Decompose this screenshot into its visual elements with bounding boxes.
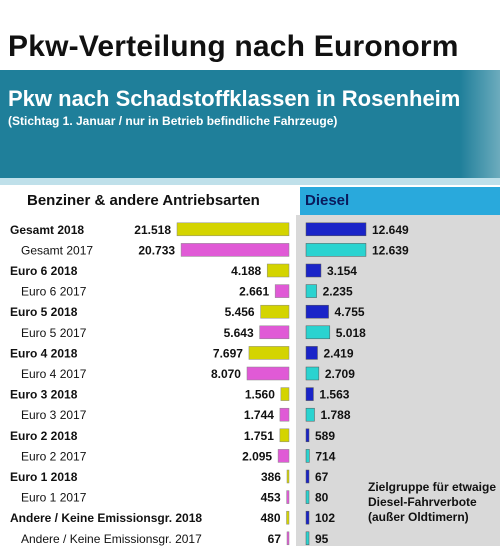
diesel-bar [305, 243, 367, 257]
diesel-value-label: 589 [315, 429, 335, 443]
benzin-bar [286, 510, 290, 525]
benzin-value-label: 8.070 [211, 367, 241, 381]
benzin-value-label: 386 [261, 470, 281, 484]
category-label: Gesamt 2018 [10, 223, 84, 237]
benzin-bar [246, 366, 290, 381]
diesel-bar [305, 325, 331, 340]
category-label: Euro 5 2018 [10, 305, 78, 319]
diesel-value-label: 12.639 [372, 243, 409, 257]
diesel-value-label: 102 [315, 511, 335, 525]
benzin-series-label: Benziner & andere Antriebsarten [27, 192, 260, 209]
benzin-bar [279, 407, 290, 422]
benzin-bar [266, 263, 290, 278]
diesel-footnote: Zielgruppe für etwaige Diesel-Fahrverbot… [368, 480, 497, 524]
benzin-value-label: 67 [268, 532, 282, 546]
diesel-bar [305, 407, 315, 422]
diesel-bar [305, 304, 329, 319]
category-label: Euro 1 2018 [10, 470, 78, 484]
diesel-bar [305, 222, 367, 237]
diesel-bar [305, 263, 322, 278]
diesel-bar [305, 531, 310, 546]
diesel-bar [305, 449, 310, 463]
diesel-bar [305, 366, 320, 381]
banner-fade [460, 70, 500, 178]
diesel-value-label: 2.235 [323, 285, 353, 299]
diesel-value-label: 1.563 [319, 388, 349, 402]
benzin-value-label: 5.456 [225, 305, 255, 319]
diesel-value-label: 714 [315, 449, 335, 463]
category-label: Euro 6 2018 [10, 264, 78, 278]
diesel-value-label: 1.788 [320, 408, 350, 422]
diesel-value-label: 67 [315, 470, 329, 484]
diesel-header [300, 187, 500, 215]
diesel-bar [305, 387, 314, 401]
diesel-value-label: 2.709 [325, 367, 355, 381]
page-title: Pkw-Verteilung nach Euronorm [8, 30, 459, 63]
benzin-bar [274, 284, 290, 298]
category-label: Euro 5 2017 [21, 326, 87, 340]
benzin-value-label: 20.733 [138, 243, 175, 257]
category-label: Andere / Keine Emissionsgr. 2018 [10, 511, 202, 525]
category-label: Euro 4 2018 [10, 346, 78, 360]
category-label: Andere / Keine Emissionsgr. 2017 [21, 532, 202, 546]
benzin-value-label: 21.518 [134, 223, 171, 237]
diesel-value-label: 95 [315, 532, 329, 546]
diesel-value-label: 4.755 [335, 305, 365, 319]
diesel-value-label: 80 [315, 491, 329, 505]
diesel-bar [305, 428, 310, 443]
category-label: Euro 6 2017 [21, 285, 87, 299]
diesel-value-label: 12.649 [372, 223, 409, 237]
benzin-value-label: 1.744 [244, 408, 274, 422]
benzin-bar [286, 531, 290, 546]
title-bar: Pkw-Verteilung nach Euronorm [0, 0, 500, 66]
benzin-value-label: 4.188 [231, 264, 261, 278]
diesel-value-label: 5.018 [336, 326, 366, 340]
diesel-value-label: 2.419 [323, 346, 353, 360]
diesel-panel [296, 215, 500, 546]
benzin-value-label: 1.560 [245, 388, 275, 402]
benzin-value-label: 2.095 [242, 449, 272, 463]
benzin-value-label: 1.751 [244, 429, 274, 443]
benzin-bar [277, 449, 290, 463]
benzin-bar [286, 469, 290, 484]
benzin-bar [259, 325, 290, 340]
benzin-bar [279, 428, 290, 443]
diesel-bar [305, 284, 317, 298]
benzin-value-label: 5.643 [224, 326, 254, 340]
category-label: Gesamt 2017 [21, 243, 93, 257]
benzin-value-label: 453 [261, 491, 281, 505]
benzin-value-label: 7.697 [213, 346, 243, 360]
diesel-bar [305, 510, 310, 525]
benzin-bar [280, 387, 290, 401]
subtitle-banner: Pkw nach Schadstoffklassen in Rosenheim … [0, 70, 500, 185]
category-label: Euro 3 2018 [10, 388, 78, 402]
benzin-bar [286, 490, 290, 504]
diesel-bar [305, 469, 310, 484]
chart-note: (Stichtag 1. Januar / nur in Betrieb bef… [8, 114, 338, 128]
diesel-bar [305, 490, 310, 504]
benzin-value-label: 480 [260, 511, 280, 525]
category-label: Euro 2 2017 [21, 449, 87, 463]
category-label: Euro 1 2017 [21, 491, 87, 505]
benzin-bar [176, 222, 290, 237]
banner-stripe [0, 178, 500, 185]
diesel-series-label: Diesel [305, 192, 350, 209]
category-label: Euro 2 2018 [10, 429, 78, 443]
category-label: Euro 3 2017 [21, 408, 87, 422]
benzin-bar [248, 346, 290, 360]
benzin-bar [180, 243, 290, 257]
benzin-bar [260, 304, 290, 319]
diesel-bar [305, 346, 318, 360]
diesel-value-label: 3.154 [327, 264, 357, 278]
benzin-value-label: 2.661 [239, 285, 269, 299]
category-label: Euro 4 2017 [21, 367, 87, 381]
chart-subtitle: Pkw nach Schadstoffklassen in Rosenheim [8, 86, 461, 111]
